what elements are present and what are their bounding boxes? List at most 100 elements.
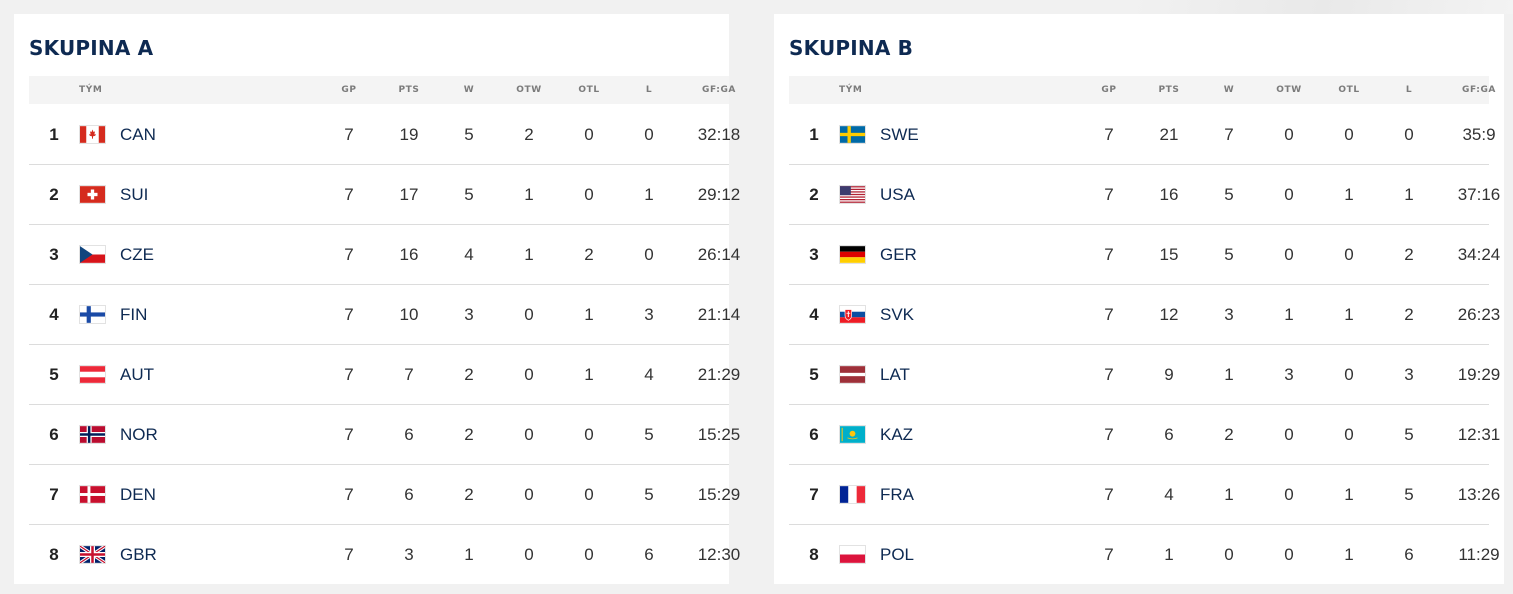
otw-cell: 0 <box>1284 485 1294 504</box>
header-gp: GP <box>341 85 357 95</box>
gfga-cell: 26:23 <box>1457 305 1501 324</box>
l-cell: 1 <box>1404 185 1414 204</box>
rank: 8 <box>49 545 59 564</box>
team-name[interactable]: DEN <box>120 485 156 504</box>
otw-cell: 0 <box>524 305 534 324</box>
group-a-card: SKUPINA A TÝM GP PTS W OTW OTL L GF:GA 1… <box>14 14 740 584</box>
pts-cell: 7 <box>404 365 414 384</box>
team-name[interactable]: FRA <box>880 485 914 504</box>
header-l: L <box>1405 85 1413 95</box>
otw-cell: 3 <box>1284 365 1294 384</box>
team-name[interactable]: KAZ <box>880 425 914 444</box>
otw-cell: 1 <box>1284 305 1294 324</box>
otw-cell: 0 <box>1284 125 1294 144</box>
gfga-cell: 15:29 <box>697 485 741 504</box>
table-row: 2 SUI 7 17 5 1 0 1 29:12 <box>29 165 740 225</box>
otw-cell: 2 <box>524 125 534 144</box>
header-gfga: GF:GA <box>1462 85 1496 95</box>
otl-cell: 0 <box>1344 365 1354 384</box>
team-name[interactable]: FIN <box>120 305 148 324</box>
otw-cell: 0 <box>524 425 534 444</box>
l-cell: 0 <box>644 245 654 264</box>
otw-cell: 0 <box>1284 545 1294 564</box>
gp-cell: 7 <box>1104 365 1114 384</box>
team-name[interactable]: CZE <box>120 245 154 264</box>
flag-slovakia-icon <box>839 305 866 324</box>
otl-cell: 1 <box>1344 485 1354 504</box>
otl-cell: 0 <box>584 425 594 444</box>
rank: 6 <box>49 425 59 444</box>
header-w: W <box>1223 85 1235 95</box>
l-cell: 5 <box>644 485 654 504</box>
otw-cell: 0 <box>524 545 534 564</box>
l-cell: 6 <box>1404 545 1414 564</box>
otw-cell: 0 <box>1284 185 1294 204</box>
rank: 3 <box>49 245 59 264</box>
gfga-cell: 21:29 <box>697 365 741 384</box>
gfga-cell: 35:9 <box>1462 125 1496 144</box>
team-name[interactable]: SWE <box>880 125 919 144</box>
w-cell: 5 <box>1224 245 1234 264</box>
header-otw: OTW <box>516 85 542 95</box>
table-row: 7 DEN 7 6 2 0 0 5 15:29 <box>29 465 740 525</box>
l-cell: 2 <box>1404 245 1414 264</box>
team-name[interactable]: POL <box>880 545 915 564</box>
flag-great-britain-icon <box>79 545 106 564</box>
w-cell: 3 <box>464 305 474 324</box>
otl-cell: 2 <box>584 245 594 264</box>
flag-switzerland-icon <box>79 185 106 204</box>
w-cell: 2 <box>464 485 474 504</box>
group-b-rows: 1 SWE 7 21 7 0 0 0 35:9 2 USA 7 16 5 0 1 1 37:16 3 GER 7 15 5 0… <box>789 105 1500 584</box>
table-row: 5 AUT 7 7 2 0 1 4 21:29 <box>29 345 740 405</box>
table-row: 2 USA 7 16 5 0 1 1 37:16 <box>789 165 1500 225</box>
pts-cell: 6 <box>404 425 414 444</box>
team-name[interactable]: SVK <box>880 305 915 324</box>
l-cell: 5 <box>1404 425 1414 444</box>
rank: 7 <box>809 485 819 504</box>
header-l: L <box>645 85 653 95</box>
gp-cell: 7 <box>1104 185 1114 204</box>
group-b-card: SKUPINA B TÝM GP PTS W OTW OTL L GF:GA 1… <box>774 14 1504 584</box>
header-gp: GP <box>1101 85 1117 95</box>
pts-cell: 21 <box>1159 125 1179 144</box>
otl-cell: 0 <box>584 185 594 204</box>
table-row: 7 FRA 7 4 1 0 1 5 13:26 <box>789 465 1500 525</box>
team-name[interactable]: GBR <box>120 545 157 564</box>
header-otw: OTW <box>1276 85 1302 95</box>
table-row: 4 FIN 7 10 3 0 1 3 21:14 <box>29 285 740 345</box>
otw-cell: 1 <box>524 185 534 204</box>
gfga-cell: 15:25 <box>697 425 741 444</box>
team-name[interactable]: USA <box>880 185 915 204</box>
team-name[interactable]: AUT <box>120 365 154 384</box>
pts-cell: 12 <box>1159 305 1179 324</box>
table-row: 1 CAN 7 19 5 2 0 0 32:18 <box>29 105 740 165</box>
background-decoration <box>1133 0 1513 14</box>
otw-cell: 0 <box>1284 245 1294 264</box>
gp-cell: 7 <box>344 365 354 384</box>
w-cell: 0 <box>1224 545 1234 564</box>
l-cell: 0 <box>644 125 654 144</box>
w-cell: 4 <box>464 245 474 264</box>
team-name[interactable]: CAN <box>120 125 156 144</box>
pts-cell: 9 <box>1164 365 1174 384</box>
table-row: 5 LAT 7 9 1 3 0 3 19:29 <box>789 345 1500 405</box>
team-name[interactable]: NOR <box>120 425 158 444</box>
w-cell: 1 <box>1224 365 1234 384</box>
pts-cell: 16 <box>1159 185 1179 204</box>
table-row: 4 SVK 7 12 3 1 1 2 26:23 <box>789 285 1500 345</box>
team-name[interactable]: GER <box>880 245 917 264</box>
flag-kazakhstan-icon <box>839 425 866 444</box>
rank: 5 <box>49 365 59 384</box>
otl-cell: 0 <box>1344 245 1354 264</box>
otl-cell: 1 <box>584 305 594 324</box>
flag-germany-icon <box>839 245 866 264</box>
otl-cell: 1 <box>1344 305 1354 324</box>
flag-usa-icon <box>839 185 866 204</box>
table-row: 6 KAZ 7 6 2 0 0 5 12:31 <box>789 405 1500 465</box>
group-a-title: SKUPINA A <box>29 36 154 60</box>
table-row: 3 CZE 7 16 4 1 2 0 26:14 <box>29 225 740 285</box>
gp-cell: 7 <box>1104 545 1114 564</box>
team-name[interactable]: SUI <box>120 185 149 204</box>
team-name[interactable]: LAT <box>880 365 910 384</box>
rank: 6 <box>809 425 819 444</box>
